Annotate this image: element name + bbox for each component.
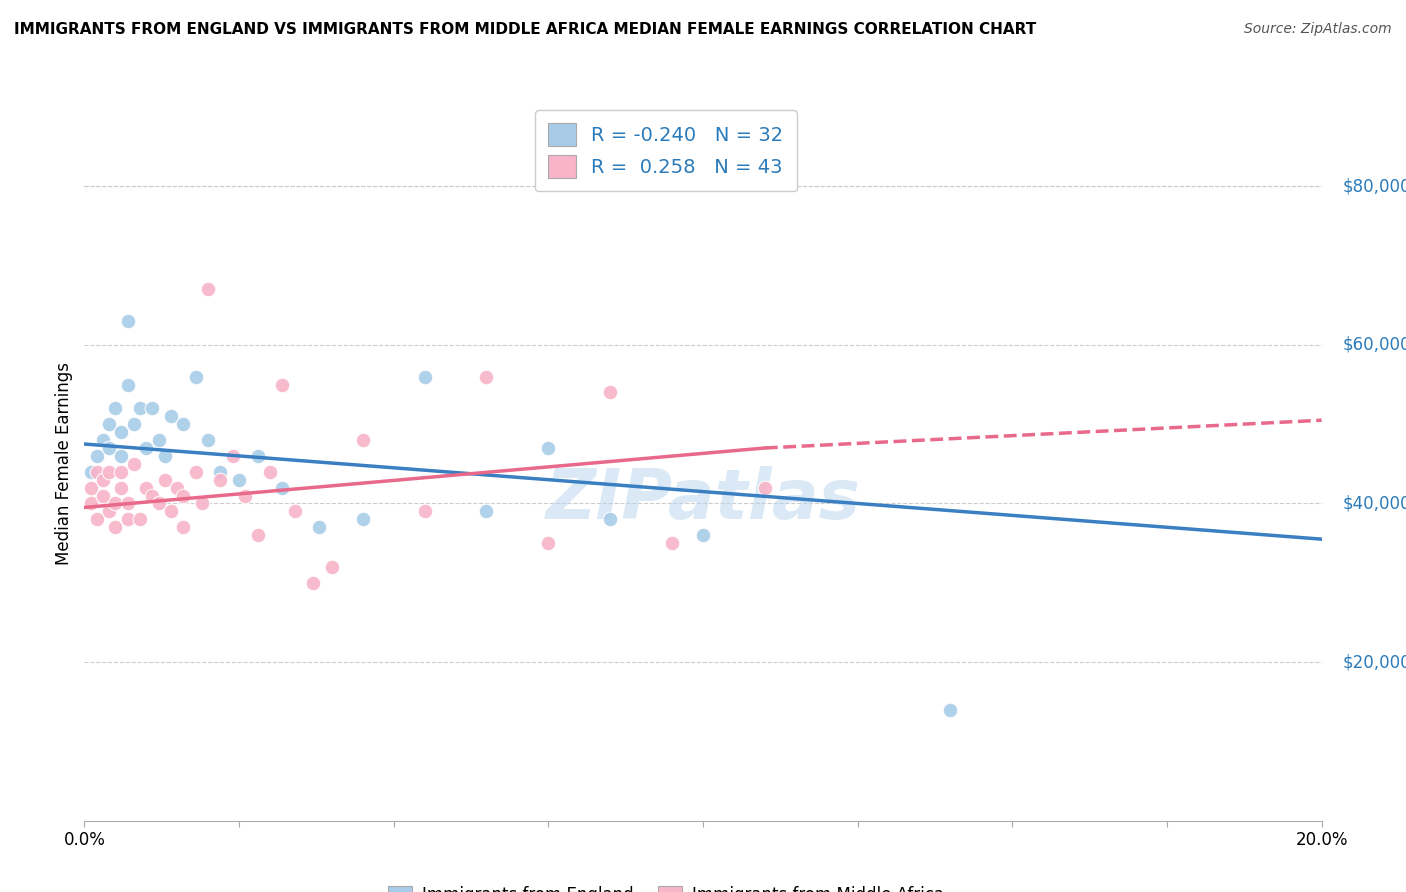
Text: $60,000: $60,000 bbox=[1343, 336, 1406, 354]
Point bbox=[129, 512, 152, 526]
Point bbox=[475, 369, 498, 384]
Point bbox=[148, 496, 170, 510]
Point bbox=[122, 457, 145, 471]
Point bbox=[321, 560, 343, 574]
Point bbox=[122, 417, 145, 432]
Point bbox=[98, 417, 121, 432]
Y-axis label: Median Female Earnings: Median Female Earnings bbox=[55, 362, 73, 566]
Point bbox=[308, 520, 330, 534]
Point bbox=[86, 449, 108, 463]
Point bbox=[537, 536, 560, 550]
Point bbox=[141, 401, 163, 416]
Text: $80,000: $80,000 bbox=[1343, 178, 1406, 195]
Point bbox=[129, 401, 152, 416]
Point bbox=[110, 449, 132, 463]
Point bbox=[91, 489, 114, 503]
Point bbox=[148, 433, 170, 447]
Point bbox=[413, 369, 436, 384]
Text: ZIPatlas: ZIPatlas bbox=[546, 466, 860, 533]
Point bbox=[117, 377, 139, 392]
Text: Source: ZipAtlas.com: Source: ZipAtlas.com bbox=[1244, 22, 1392, 37]
Point bbox=[153, 449, 176, 463]
Point bbox=[117, 314, 139, 328]
Point bbox=[104, 401, 127, 416]
Point bbox=[104, 496, 127, 510]
Point bbox=[79, 465, 101, 479]
Point bbox=[98, 504, 121, 518]
Point bbox=[91, 433, 114, 447]
Point bbox=[222, 449, 245, 463]
Point bbox=[110, 465, 132, 479]
Point bbox=[184, 369, 207, 384]
Point bbox=[599, 385, 621, 400]
Point bbox=[135, 441, 157, 455]
Point bbox=[259, 465, 281, 479]
Point bbox=[284, 504, 307, 518]
Point bbox=[246, 528, 269, 542]
Point bbox=[153, 473, 176, 487]
Text: $20,000: $20,000 bbox=[1343, 653, 1406, 671]
Point bbox=[246, 449, 269, 463]
Point bbox=[191, 496, 214, 510]
Point bbox=[692, 528, 714, 542]
Point bbox=[172, 417, 194, 432]
Point bbox=[79, 496, 101, 510]
Point bbox=[86, 512, 108, 526]
Point bbox=[754, 481, 776, 495]
Point bbox=[209, 465, 232, 479]
Point bbox=[166, 481, 188, 495]
Point bbox=[209, 473, 232, 487]
Point bbox=[233, 489, 256, 503]
Point bbox=[271, 481, 294, 495]
Point bbox=[939, 703, 962, 717]
Point bbox=[413, 504, 436, 518]
Point bbox=[352, 512, 374, 526]
Point bbox=[184, 465, 207, 479]
Point bbox=[104, 520, 127, 534]
Point bbox=[302, 575, 325, 590]
Point bbox=[172, 520, 194, 534]
Point bbox=[91, 473, 114, 487]
Point bbox=[160, 504, 183, 518]
Point bbox=[228, 473, 250, 487]
Point bbox=[79, 481, 101, 495]
Point bbox=[197, 433, 219, 447]
Point bbox=[135, 481, 157, 495]
Point bbox=[110, 425, 132, 439]
Point bbox=[599, 512, 621, 526]
Legend: Immigrants from England, Immigrants from Middle Africa: Immigrants from England, Immigrants from… bbox=[381, 879, 950, 892]
Point bbox=[197, 282, 219, 296]
Point bbox=[172, 489, 194, 503]
Point bbox=[117, 512, 139, 526]
Point bbox=[475, 504, 498, 518]
Point bbox=[537, 441, 560, 455]
Point bbox=[86, 465, 108, 479]
Point bbox=[160, 409, 183, 424]
Point bbox=[661, 536, 683, 550]
Point bbox=[98, 465, 121, 479]
Point bbox=[352, 433, 374, 447]
Point bbox=[141, 489, 163, 503]
Point bbox=[98, 441, 121, 455]
Text: IMMIGRANTS FROM ENGLAND VS IMMIGRANTS FROM MIDDLE AFRICA MEDIAN FEMALE EARNINGS : IMMIGRANTS FROM ENGLAND VS IMMIGRANTS FR… bbox=[14, 22, 1036, 37]
Point bbox=[271, 377, 294, 392]
Text: $40,000: $40,000 bbox=[1343, 494, 1406, 513]
Point bbox=[110, 481, 132, 495]
Point bbox=[117, 496, 139, 510]
